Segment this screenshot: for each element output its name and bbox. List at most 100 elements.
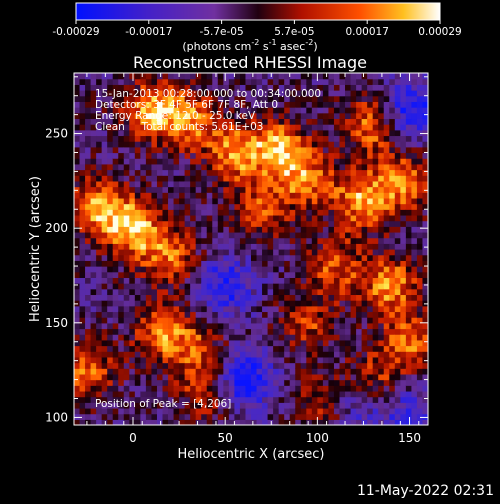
heatmap-cell	[317, 78, 324, 85]
heatmap-cell	[300, 95, 307, 102]
heatmap-cell	[96, 328, 103, 335]
heatmap-cell	[400, 419, 407, 425]
heatmap-cell	[151, 90, 158, 97]
heatmap-cell	[118, 118, 125, 125]
heatmap-cell	[206, 277, 213, 284]
heatmap-cell	[256, 266, 263, 273]
heatmap-cell	[179, 339, 186, 347]
heatmap-cell	[416, 175, 424, 182]
heatmap-cell	[123, 214, 130, 222]
heatmap-cell	[411, 135, 418, 142]
heatmap-cell	[118, 407, 125, 415]
heatmap-cell	[107, 214, 114, 222]
heatmap-cell	[367, 78, 374, 85]
colorbar-tick-label: -5.7e-05	[200, 26, 244, 38]
heatmap-cell	[195, 266, 202, 273]
heatmap-cell	[306, 226, 313, 233]
heatmap-cell	[372, 141, 379, 148]
heatmap-cell	[251, 334, 258, 341]
heatmap-cell	[234, 107, 241, 114]
heatmap-cell	[223, 107, 230, 114]
heatmap-cell	[118, 243, 125, 250]
heatmap-cell	[262, 339, 269, 347]
heatmap-cell	[251, 220, 258, 227]
heatmap-cell	[262, 226, 269, 233]
heatmap-cell	[267, 124, 274, 131]
heatmap-cell	[156, 209, 164, 216]
heatmap-cell	[367, 311, 374, 318]
heatmap-cell	[140, 163, 147, 171]
heatmap-cell	[118, 288, 125, 296]
heatmap-cell	[129, 277, 136, 284]
heatmap-cell	[322, 197, 330, 205]
heatmap-cell	[317, 356, 324, 364]
heatmap-cell	[356, 379, 363, 386]
heatmap-cell	[101, 402, 108, 409]
heatmap-cell	[311, 192, 318, 199]
heatmap-cell	[356, 288, 363, 296]
heatmap-cell	[234, 243, 241, 250]
heatmap-cell	[300, 169, 307, 176]
heatmap-cell	[201, 73, 208, 80]
heatmap-cell	[328, 260, 335, 267]
heatmap-cell	[129, 163, 136, 171]
heatmap-cell	[239, 73, 247, 80]
heatmap-cell	[367, 141, 374, 148]
heatmap-cell	[262, 107, 269, 114]
heatmap-cell	[145, 169, 153, 176]
heatmap-cell	[201, 311, 208, 318]
heatmap-cell	[256, 334, 263, 341]
heatmap-cell	[372, 158, 379, 165]
heatmap-cell	[179, 129, 186, 137]
heatmap-cell	[405, 169, 413, 176]
heatmap-cell	[322, 373, 330, 381]
heatmap-cell	[400, 220, 407, 227]
heatmap-cell	[394, 396, 401, 403]
heatmap-cell	[217, 124, 224, 131]
heatmap-cell	[74, 141, 81, 148]
heatmap-cell	[245, 402, 252, 409]
heatmap-cell	[350, 84, 357, 91]
heatmap-cell	[234, 305, 241, 313]
heatmap-cell	[273, 305, 280, 313]
heatmap-cell	[345, 180, 352, 188]
heatmap-cell	[107, 169, 114, 176]
heatmap-cell	[145, 334, 153, 341]
heatmap-cell	[361, 209, 368, 216]
heatmap-cell	[234, 90, 241, 97]
heatmap-cell	[356, 169, 363, 176]
heatmap-cell	[317, 112, 324, 120]
heatmap-cell	[90, 300, 97, 307]
heatmap-cell	[278, 419, 285, 425]
heatmap-cell	[96, 249, 103, 256]
heatmap-cell	[239, 373, 247, 381]
heatmap-cell	[79, 356, 86, 364]
heatmap-cell	[184, 73, 191, 80]
heatmap-cell	[400, 328, 407, 335]
heatmap-cell	[345, 192, 352, 199]
heatmap-cell	[74, 419, 81, 425]
heatmap-cell	[350, 356, 357, 364]
heatmap-cell	[300, 288, 307, 296]
heatmap-cell	[278, 203, 285, 210]
heatmap-cell	[173, 311, 180, 318]
heatmap-cell	[79, 368, 86, 375]
heatmap-cell	[400, 379, 407, 386]
heatmap-cell	[256, 407, 263, 415]
heatmap-cell	[256, 254, 263, 261]
heatmap-cell	[328, 237, 335, 244]
heatmap-cell	[367, 368, 374, 375]
heatmap-cell	[206, 226, 213, 233]
heatmap-cell	[151, 163, 158, 171]
heatmap-cell	[400, 322, 407, 330]
heatmap-cell	[234, 288, 241, 296]
heatmap-cell	[389, 197, 396, 205]
heatmap-cell	[383, 129, 390, 137]
heatmap-cell	[273, 266, 280, 273]
heatmap-cell	[295, 322, 302, 330]
heatmap-cell	[422, 90, 428, 97]
heatmap-cell	[389, 203, 396, 210]
heatmap-cell	[212, 192, 219, 199]
heatmap-cell	[162, 373, 169, 381]
heatmap-cell	[311, 311, 318, 318]
